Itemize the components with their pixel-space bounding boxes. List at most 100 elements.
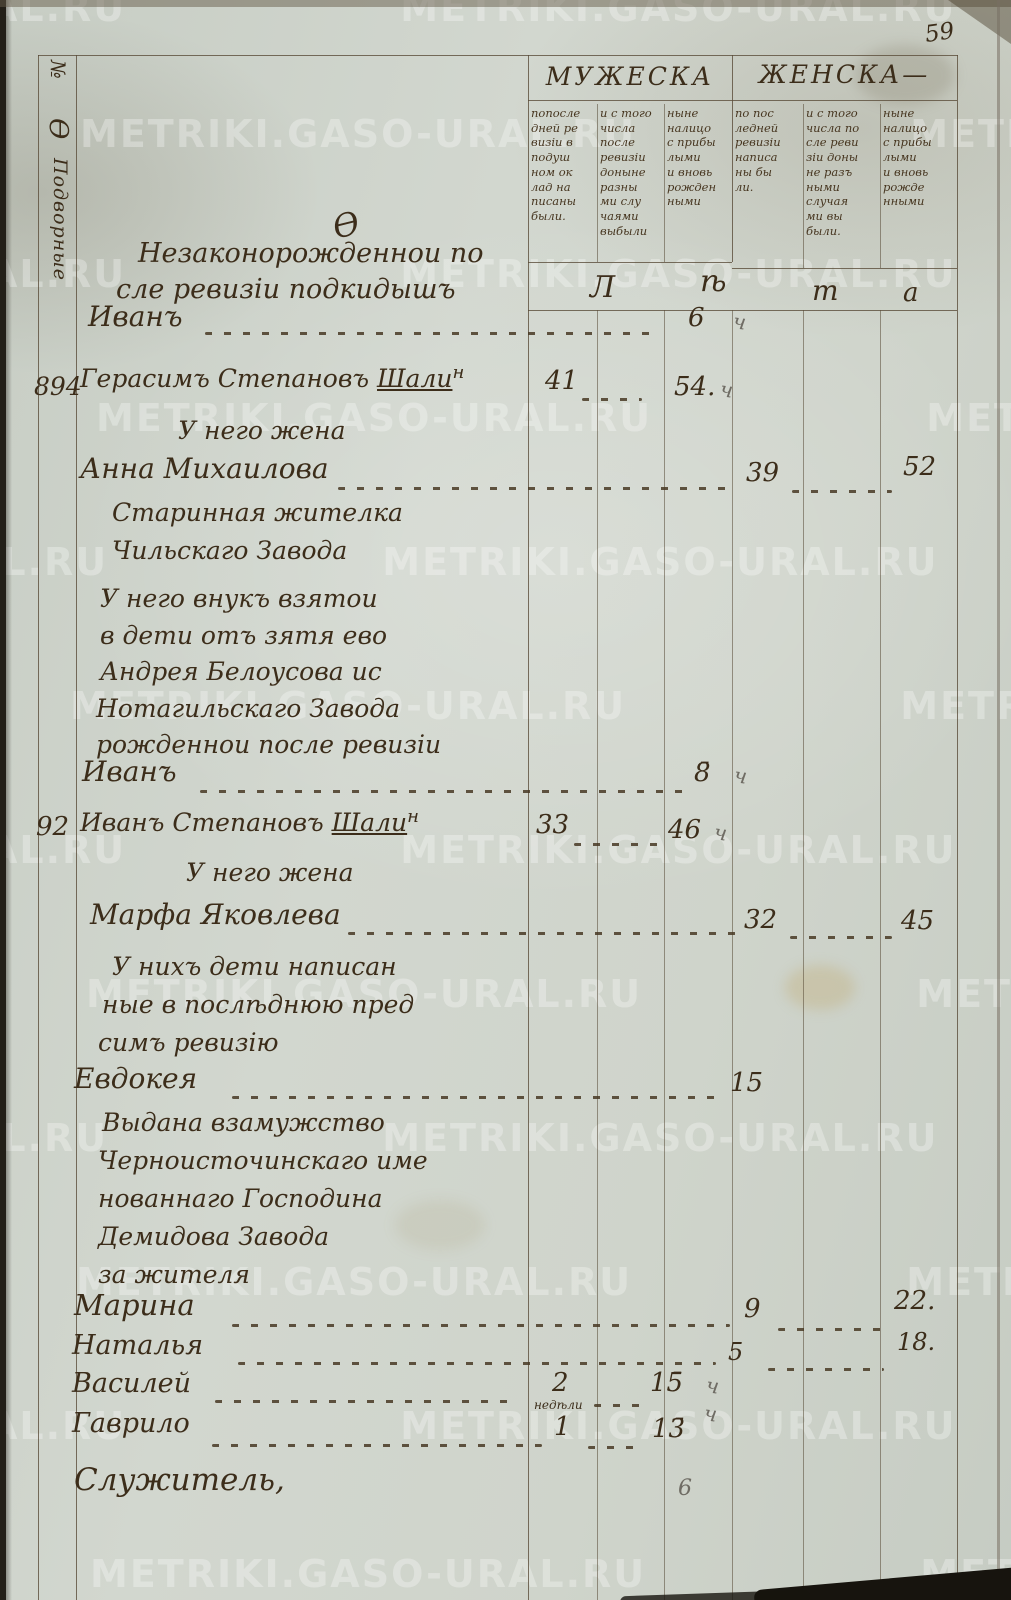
column-line [597,310,598,1600]
column-line [597,104,598,262]
age-value-note: недѣли [534,1398,583,1412]
entry-comment: Чильскаго Завода [112,536,348,565]
entry-name-superscript: н [452,362,465,383]
age-value: 6 [688,303,705,333]
age-value: 33 [536,810,570,840]
entry-comment: Старинная жителка [112,498,403,527]
pencil-mark: ч [702,1401,719,1427]
entry-comment: У нихъ дети написан [112,952,397,981]
age-value: 1 [554,1412,571,1442]
age-value: 54. [674,372,716,402]
entry-comment: нованнаго Господина [98,1184,383,1213]
margin-flourish: Ѳ [43,118,73,140]
column-line [880,104,881,268]
table-border-right [957,55,958,1600]
page-edge-left [0,0,6,1600]
entry-comment: ные в послѣднюю пред [102,990,415,1019]
entry-name-struck: Шали [331,808,408,837]
male-female-divider [732,55,733,262]
age-value: 45 [901,906,935,936]
age-value: 41 [545,366,579,396]
subheader-female-2: и с того числа по сле реви зіи доны не р… [806,106,860,238]
dotted-leader [790,936,892,939]
entry-comment: У него внукъ взятои [100,584,378,613]
pencil-mark: ч [731,309,748,335]
column-line [803,104,804,268]
page-corner-top-right [948,0,1011,44]
paper-stain [785,965,855,1010]
age-value: 52 [903,452,937,482]
page-edge-right [997,0,1000,1600]
age-value: 18. [897,1328,936,1356]
column-line [664,310,665,1600]
entry-name: Василей [72,1368,192,1399]
entry-name: Марфа Яковлева [90,898,341,931]
leta-underline [528,310,957,311]
subheader-male-3: ныне налицо с прибы лыми и вновь рожден … [667,106,717,209]
subheader-male-1: попосле дней ре визіи в подуш ном ок лад… [531,106,581,224]
header-male: МУЖЕСКА [545,62,715,91]
age-value: 15 [730,1068,764,1098]
age-value: 2 [552,1368,569,1398]
page-edge-bottom-shadow [619,1589,811,1600]
entry-comment: Нотагильскаго Завода [96,694,401,723]
entry-name: Иванъ [88,300,183,333]
dotted-leader [768,1368,884,1371]
pencil-mark: ч [732,763,749,789]
dotted-leader [215,1400,515,1403]
entry-comment: У него жена [178,416,346,445]
age-value: 32 [744,905,778,935]
pencil-mark: ч [712,820,729,846]
dotted-leader [594,1404,642,1407]
dotted-leader [338,487,736,490]
entry-name-superscript: н [407,806,419,827]
entry-name: Служитель, [74,1462,285,1498]
header-underline [528,100,957,101]
age-value: 22. [894,1286,936,1316]
margin-number: 894 [34,372,82,401]
subheader-male-2: и с того числа после ревизіи доныне разн… [600,106,652,238]
entry-comment: за жителя [98,1260,250,1289]
column-line [880,310,881,1600]
dotted-leader [232,1096,722,1099]
leta-letter: Л [590,270,616,305]
table-border-left [38,55,39,1600]
age-value: 39 [746,458,780,488]
margin-divider [76,55,77,1600]
dotted-leader [205,332,655,335]
age-value: 5 [728,1338,744,1366]
page-edge-top [0,0,1011,7]
dotted-leader [582,398,642,401]
dotted-leader [212,1444,542,1447]
entry-comment: в дети отъ зятя ево [100,621,388,650]
subheader-female-1: по пос ледней ревизіи написа ны бы ли. [735,106,781,194]
age-value: 15̄ [650,1368,684,1398]
subheader-underline-male [528,262,732,263]
subheader-female-3: ныне налицо с прибы лыми и вновь рожде н… [883,106,932,209]
entry-comment: Выдана взамужство [102,1108,385,1137]
table-border-top [38,55,958,56]
header-female: ЖЕНСКА— [758,60,931,89]
age-value: 13̄ [652,1414,686,1444]
column-line [732,310,733,1600]
entry-name: Наталья [72,1330,204,1361]
leta-letter: ѣ [700,264,727,299]
dotted-leader [792,490,892,493]
entry-name: Анна Михаилова [80,452,329,485]
subheader-underline-female [732,268,957,269]
entry-name: Иванъ Степановъ Шалин [80,806,419,837]
entry-comment: рожденнои после ревизіи [96,730,442,759]
paper-stain [395,1200,485,1250]
column-line [664,104,665,262]
dotted-leader [574,843,660,846]
entry-comment: Черноисточинскаго име [98,1146,428,1175]
dotted-leader [348,932,736,935]
entry-comment: симъ ревизію [98,1028,279,1057]
margin-number-sign: № [46,60,70,79]
entry-name-struck: Шали [377,364,453,393]
dotted-leader [232,1324,730,1327]
entry-name-text: Герасимъ Степановъ [80,364,370,393]
age-value: 46 [668,815,702,845]
entry-name: Гаврило [72,1408,190,1439]
